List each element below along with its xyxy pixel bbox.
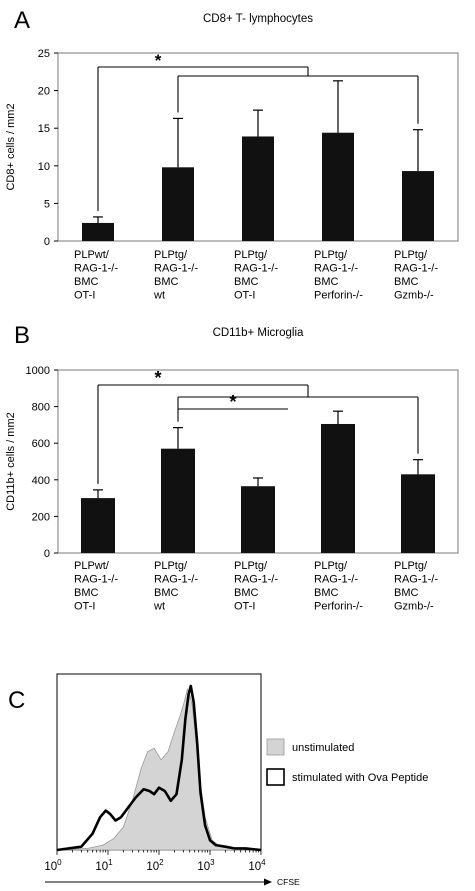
x-tick-label: 101: [95, 858, 113, 873]
y-tick-label: 25: [38, 48, 50, 60]
category-label: wt: [153, 601, 165, 613]
category-label: PLPwt/: [74, 249, 110, 261]
category-label: BMC: [314, 276, 339, 288]
category-label: Gzmb-/-: [394, 601, 434, 613]
y-tick-label: 5: [44, 198, 50, 210]
bar: [321, 423, 355, 553]
category-label: PLPtg/: [394, 560, 428, 572]
category-label: RAG-1-/-: [154, 263, 198, 275]
histogram-area: [56, 688, 261, 851]
category-label: Perforin-/-: [314, 290, 363, 302]
legend-label: unstimulated: [292, 742, 354, 754]
bar: [82, 222, 114, 241]
category-label: RAG-1-/-: [74, 263, 118, 275]
legend-swatch: [266, 738, 285, 756]
category-label: RAG-1-/-: [154, 574, 198, 586]
y-axis-label: CD11b+ cells / mm2: [5, 412, 17, 511]
x-axis-arrowhead: [264, 878, 272, 886]
x-tick-label: 102: [146, 858, 164, 873]
x-tick-label: 100: [44, 858, 62, 873]
y-axis-label: CD8+ cells / mm2: [5, 103, 17, 190]
bar: [241, 486, 275, 553]
category-label: wt: [153, 290, 165, 302]
category-label: OT-I: [234, 290, 255, 302]
category-label: BMC: [74, 587, 99, 599]
category-label: PLPtg/: [154, 249, 188, 261]
x-tick-label: 103: [197, 858, 215, 873]
significance-star: *: [229, 392, 236, 412]
bar: [322, 132, 354, 241]
y-tick-label: 0: [44, 236, 50, 248]
chart-title: CD11b+ Microglia: [213, 327, 304, 339]
category-label: Perforin-/-: [314, 601, 363, 613]
y-tick-label: 800: [32, 402, 50, 414]
category-label: OT-I: [234, 601, 255, 613]
legend-swatch: [266, 768, 285, 786]
category-label: PLPtg/: [314, 249, 348, 261]
panel-a: A CD8+ T- lymphocytes CD8+ cells / mm2 0 5 10…: [5, 7, 459, 302]
category-label: PLPtg/: [394, 249, 428, 261]
bar: [242, 136, 274, 241]
panel-b: B CD11b+ Microglia CD11b+ cells / mm2 0 200 4…: [5, 322, 459, 613]
histogram-line: [56, 684, 262, 852]
significance-star: *: [155, 51, 162, 70]
x-tick-label: 104: [248, 858, 266, 873]
category-label: OT-I: [74, 290, 95, 302]
category-label: RAG-1-/-: [74, 574, 118, 586]
legend-label: stimulated with Ova Peptide: [292, 772, 428, 784]
y-tick-label: 400: [32, 475, 50, 487]
category-label: PLPtg/: [234, 560, 268, 572]
bar: [81, 498, 115, 553]
chart-title: CD8+ T- lymphocytes: [203, 13, 313, 25]
y-tick-label: 20: [38, 86, 50, 98]
y-tick-label: 1000: [26, 365, 50, 377]
panel-c: C 100 101 102 103 104 CFSE unstimulated stimulat…: [8, 673, 428, 887]
category-label: RAG-1-/-: [314, 574, 358, 586]
category-label: BMC: [234, 276, 259, 288]
category-label: Gzmb-/-: [394, 290, 434, 302]
panel-label: B: [14, 322, 30, 349]
panel-label: C: [8, 687, 25, 714]
category-label: OT-I: [74, 601, 95, 613]
significance-star: *: [154, 368, 161, 388]
y-tick-label: 15: [38, 123, 50, 135]
bar: [402, 171, 434, 241]
category-label: RAG-1-/-: [234, 263, 278, 275]
bar: [161, 448, 195, 553]
category-label: PLPtg/: [234, 249, 268, 261]
category-label: BMC: [154, 276, 179, 288]
panel-label: A: [14, 7, 30, 34]
category-label: RAG-1-/-: [394, 574, 438, 586]
bar: [401, 474, 435, 553]
category-label: RAG-1-/-: [394, 263, 438, 275]
category-label: BMC: [234, 587, 259, 599]
category-label: BMC: [394, 587, 419, 599]
y-tick-label: 10: [38, 161, 50, 173]
category-label: PLPwt/: [74, 560, 110, 572]
category-label: RAG-1-/-: [314, 263, 358, 275]
category-label: PLPtg/: [154, 560, 188, 572]
category-label: BMC: [314, 587, 339, 599]
y-tick-label: 200: [32, 511, 50, 523]
y-tick-label: 600: [32, 438, 50, 450]
category-label: PLPtg/: [314, 560, 348, 572]
category-label: BMC: [154, 587, 179, 599]
category-label: BMC: [394, 276, 419, 288]
bar: [162, 167, 194, 241]
x-axis-label: CFSE: [277, 877, 300, 887]
category-label: RAG-1-/-: [234, 574, 278, 586]
y-tick-label: 0: [44, 548, 50, 560]
category-label: BMC: [74, 276, 99, 288]
